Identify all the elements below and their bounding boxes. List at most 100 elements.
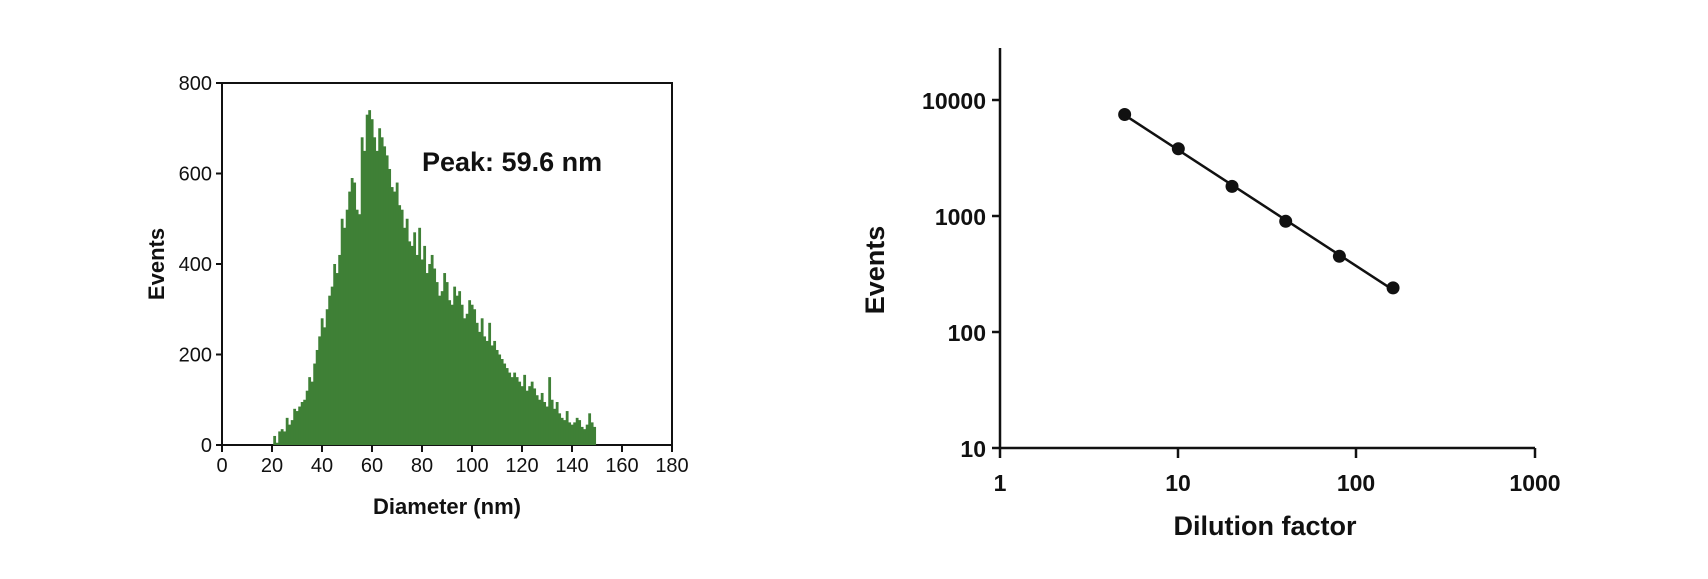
histogram-bar [565, 411, 569, 445]
x-tick-label: 160 [605, 455, 638, 477]
histogram-bar [475, 322, 479, 445]
histogram-bar [445, 282, 449, 445]
histogram-bar [433, 268, 437, 445]
histogram-bar [455, 295, 459, 445]
histogram-bar [448, 300, 452, 445]
histogram-bar [573, 422, 577, 446]
data-point [1332, 249, 1346, 263]
histogram-bar [395, 182, 399, 446]
histogram-bar [540, 392, 544, 445]
histogram-bar [578, 420, 582, 445]
y-axis-label: Events [860, 226, 890, 315]
histogram-bar [510, 377, 514, 446]
data-point [1279, 214, 1293, 228]
data-point [1225, 179, 1239, 193]
histogram-bar [443, 273, 447, 445]
histogram-bar [388, 168, 392, 446]
histogram-bar [485, 340, 489, 445]
histogram-bar [363, 150, 367, 446]
histogram-bar [280, 429, 284, 445]
histogram-bar [538, 399, 542, 445]
histogram-bar [585, 424, 589, 445]
histogram-bars [273, 110, 597, 446]
histogram-bar [418, 227, 422, 445]
histogram-bar [495, 349, 499, 445]
histogram-bar [460, 304, 464, 445]
histogram-bar [313, 363, 317, 445]
x-tick-label: 100 [1337, 470, 1375, 496]
histogram-bar [310, 381, 314, 445]
histogram-bar [365, 114, 369, 446]
histogram-bar [498, 354, 502, 445]
histogram-bar [275, 442, 279, 445]
x-tick-label: 20 [261, 455, 283, 477]
x-tick-label: 60 [361, 455, 383, 477]
histogram-bar [278, 431, 282, 445]
histogram-bar [555, 402, 559, 445]
histogram-bar [340, 218, 344, 445]
histogram-bar [503, 363, 507, 445]
histogram-bar [295, 411, 299, 445]
y-axis-label: Events [144, 228, 169, 300]
histogram-bar [543, 402, 547, 445]
x-tick-label: 180 [655, 455, 688, 477]
histogram-bar [473, 309, 477, 445]
histogram-bar [353, 182, 357, 446]
histogram-bar [440, 291, 444, 445]
y-tick-label: 0 [201, 435, 212, 457]
scatter-marks [1118, 107, 1400, 295]
histogram-bar [385, 155, 389, 445]
histogram-bar [420, 259, 424, 445]
y-tick-label: 10 [960, 436, 986, 462]
y-tick-label: 1000 [935, 204, 986, 230]
data-point [1386, 281, 1400, 295]
histogram-bar [570, 424, 574, 445]
histogram-bar [355, 209, 359, 445]
histogram-bar [383, 146, 387, 445]
histogram-bar [368, 110, 372, 446]
histogram-bar [398, 205, 402, 445]
peak-annotation: Peak: 59.6 nm [422, 147, 602, 177]
histogram-bar [430, 254, 434, 445]
histogram-bar [465, 313, 469, 445]
histogram-bar [593, 426, 597, 445]
x-tick-label: 80 [411, 455, 433, 477]
histogram-bar [285, 417, 289, 445]
histogram-bar [428, 264, 432, 445]
histogram-bar [333, 264, 337, 445]
histogram-bar [290, 420, 294, 445]
x-tick-label: 0 [216, 455, 227, 477]
x-tick-label: 1 [994, 470, 1007, 496]
histogram-bar [328, 295, 332, 445]
x-tick-label: 120 [505, 455, 538, 477]
histogram-bar [515, 377, 519, 446]
y-tick-label: 200 [179, 345, 212, 367]
histogram-bar [330, 286, 334, 446]
histogram-bar [488, 322, 492, 445]
x-tick-label: 40 [311, 455, 333, 477]
histogram-bar [548, 377, 552, 446]
histogram-bar [298, 406, 302, 445]
histogram-bar [453, 286, 457, 446]
histogram-bar [318, 336, 322, 445]
y-tick-label: 10000 [922, 88, 986, 114]
histogram-bar [293, 408, 297, 445]
histogram-bar [413, 232, 417, 445]
histogram-bar [463, 318, 467, 445]
histogram-bar [315, 349, 319, 445]
data-point [1118, 107, 1132, 121]
x-axis-label: Diameter (nm) [373, 494, 521, 519]
x-tick-label: 10 [1165, 470, 1191, 496]
histogram-bar [545, 406, 549, 445]
histogram-bar [520, 386, 524, 445]
histogram-bar [283, 431, 287, 445]
histogram-bar [348, 191, 352, 445]
histogram-bar [415, 254, 419, 445]
histogram-bar [580, 426, 584, 445]
y-tick-label: 400 [179, 254, 212, 276]
histogram-bar [518, 381, 522, 445]
histogram-bar [438, 295, 442, 445]
histogram-bar [400, 209, 404, 445]
histogram-bar [583, 429, 587, 445]
histogram-bar [338, 254, 342, 445]
